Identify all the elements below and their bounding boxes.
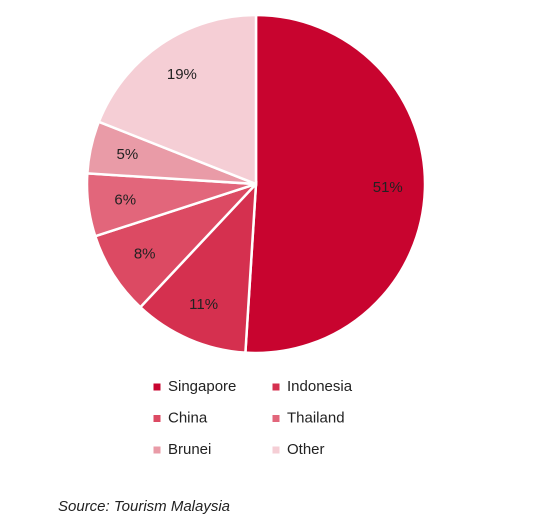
pie-slice [138, 180, 258, 354]
legend-marker [153, 383, 161, 391]
data-label: 11% [189, 296, 218, 313]
legend-label: Singapore [168, 378, 236, 395]
pie-slice [244, 13, 427, 355]
legend-label: Thailand [287, 409, 345, 426]
data-label: 19% [167, 66, 197, 83]
legend-marker [272, 383, 280, 391]
legend-marker [153, 446, 161, 454]
legend-label: China [168, 409, 208, 426]
legend-label: Other [287, 441, 325, 458]
legend-label: Brunei [168, 441, 211, 458]
source-note: Source: Tourism Malaysia [58, 498, 230, 515]
legend-marker [272, 415, 280, 422]
legend-label: Indonesia [287, 378, 353, 395]
data-label: 5% [117, 146, 139, 163]
legend-marker [153, 415, 161, 422]
data-label: 51% [373, 179, 403, 196]
data-label: 8% [134, 246, 156, 263]
legend-marker [272, 446, 280, 454]
pie-slice [97, 13, 258, 186]
data-label: 6% [114, 191, 136, 208]
